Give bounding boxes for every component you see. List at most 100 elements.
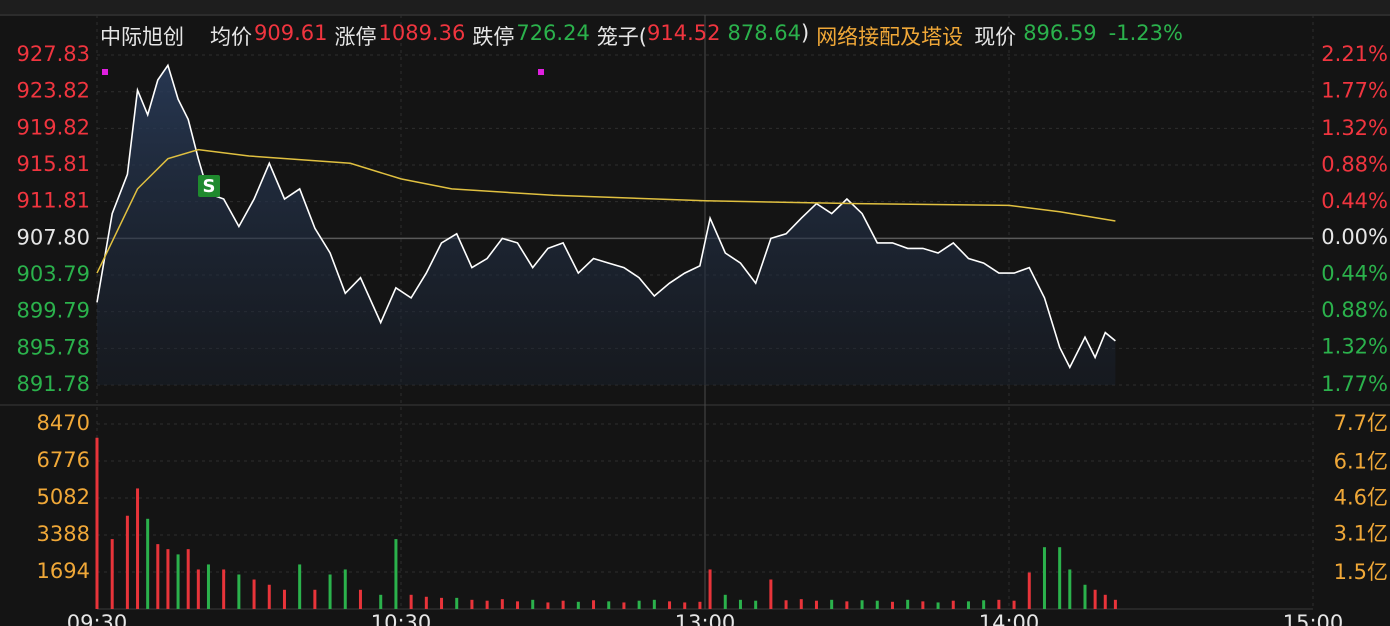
volume-bar [607, 601, 611, 609]
volume-bar [921, 601, 925, 609]
volume-bar [784, 600, 788, 609]
volume-bar [252, 579, 256, 609]
value: 726.24 [516, 21, 590, 45]
volume-bar [196, 569, 200, 609]
y2-tick-label: 7.7亿 [1334, 411, 1388, 435]
volume-bar [683, 602, 687, 609]
volume-bar [814, 600, 818, 609]
volume-bar [906, 599, 910, 609]
volume-bar [936, 602, 940, 609]
y-tick-label: 911.81 [17, 189, 90, 213]
volume-bar [997, 599, 1001, 609]
volume-bar [298, 564, 302, 609]
y2-tick-label: 6.1亿 [1334, 449, 1388, 473]
volume-bar [394, 539, 398, 609]
volume-bar [267, 584, 271, 609]
volume-bar [1068, 569, 1072, 609]
volume-bar [328, 574, 332, 609]
y-tick-label: 903.79 [17, 262, 90, 286]
y2-tick-label: 1.77% [1321, 78, 1388, 102]
volume-bar [652, 599, 656, 609]
volume-bar [622, 602, 626, 609]
volume-bar [531, 599, 535, 609]
volume-bar [769, 579, 773, 609]
y-tick-label: 6776 [37, 448, 90, 472]
y2-tick-label: 1.5亿 [1334, 560, 1388, 584]
volume-bar [1103, 594, 1107, 609]
volume-bar [222, 569, 226, 609]
y2-tick-label: 1.32% [1321, 116, 1388, 140]
y-tick-label: 1694 [37, 559, 90, 583]
signal-label: S [203, 176, 216, 197]
volume-bar [282, 589, 286, 609]
y2-tick-label: 3.1亿 [1334, 522, 1388, 546]
volume-bar [966, 601, 970, 609]
y-tick-label: 899.79 [17, 299, 90, 323]
volume-bar [186, 549, 190, 609]
volume-bar [738, 599, 742, 609]
event-marker [538, 69, 544, 75]
volume-bar [1027, 572, 1031, 609]
volume-bar [500, 599, 504, 609]
volume-bar [561, 600, 565, 609]
volume-bar [358, 589, 362, 609]
y-tick-label: 923.82 [17, 79, 90, 103]
tab-bar [0, 0, 1390, 14]
volume-bar [166, 549, 170, 609]
volume-bar [237, 574, 241, 609]
volume-bar [470, 599, 474, 609]
signal-badge [198, 175, 220, 197]
volume-bar [343, 569, 347, 609]
volume-bar [176, 554, 180, 609]
label: 笼子( [596, 25, 648, 49]
y2-tick-label: 0.88% [1321, 298, 1388, 322]
volume-bar [546, 602, 550, 609]
volume-bar [951, 600, 955, 609]
value: 1089.36 [378, 21, 466, 45]
y2-tick-label: 4.6亿 [1334, 485, 1388, 509]
volume-bar [206, 564, 210, 609]
value: 914.52 [647, 21, 721, 45]
y-tick-label: 891.78 [17, 372, 90, 396]
volume-bar [125, 515, 129, 609]
x-tick-label: 10:30 [371, 611, 432, 626]
volume-bar [576, 601, 580, 609]
volume-bar [146, 518, 150, 609]
value: 909.61 [254, 21, 328, 45]
volume-bar [110, 539, 114, 609]
y-tick-label: 5082 [37, 485, 90, 509]
y2-tick-label: 1.77% [1321, 372, 1388, 396]
volume-bar [516, 601, 520, 609]
y2-tick-label: 2.21% [1321, 42, 1388, 66]
volume-bar [982, 600, 986, 609]
volume-bar [754, 600, 758, 609]
value: 896.59 [1023, 21, 1097, 45]
avg-line [96, 148, 1116, 274]
volume-bar [1042, 547, 1046, 609]
y2-tick-label: 0.88% [1321, 152, 1388, 176]
value: -1.23% [1108, 21, 1183, 45]
price-area [97, 65, 1116, 386]
volume-bar [1093, 589, 1097, 609]
sector[interactable]: 网络接配及塔设 [816, 25, 964, 49]
label: 涨停 [334, 25, 377, 49]
volume-bar [409, 594, 413, 609]
label: 跌停 [472, 25, 515, 49]
volume-bar [698, 601, 702, 609]
y-tick-label: 919.82 [17, 115, 90, 139]
x-tick-label: 09:30 [67, 611, 128, 626]
volume-bar [890, 601, 894, 609]
x-tick-label: 14:00 [979, 611, 1040, 626]
volume-bar [379, 594, 383, 609]
volume-bar [156, 544, 160, 609]
label: ) [800, 21, 810, 45]
y2-tick-label: 0.00% [1321, 225, 1388, 249]
label: 均价 [210, 25, 252, 49]
volume-bar [637, 600, 641, 609]
volume-bar [1058, 547, 1062, 609]
volume-bar [592, 600, 596, 609]
volume-bar [723, 594, 727, 609]
volume-bar [708, 569, 712, 609]
volume-bar [860, 600, 864, 609]
stock-name: 中际旭创 [100, 25, 184, 49]
